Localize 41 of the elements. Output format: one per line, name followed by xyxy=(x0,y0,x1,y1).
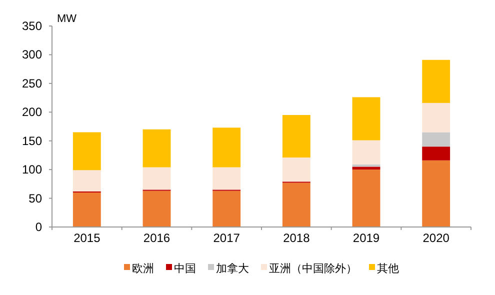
bar xyxy=(422,146,450,160)
bar xyxy=(422,102,450,132)
bar xyxy=(212,190,241,227)
bar xyxy=(72,170,101,192)
bar xyxy=(212,167,241,190)
legend-label: 其他 xyxy=(377,262,399,275)
bar xyxy=(352,166,380,170)
y-axis-title: MW xyxy=(57,13,78,25)
bar xyxy=(72,192,101,227)
x-tick-label: 2019 xyxy=(352,231,380,245)
legend-label: 亚洲（中国除外） xyxy=(269,262,357,275)
y-tick-label: 150 xyxy=(22,134,42,148)
x-tick-label: 2020 xyxy=(422,231,450,245)
bar xyxy=(142,129,171,168)
y-tick-label: 300 xyxy=(22,48,42,62)
y-tick-label: 250 xyxy=(22,76,42,90)
bar xyxy=(282,182,310,227)
legend-label: 欧洲 xyxy=(132,262,154,275)
bar xyxy=(352,97,380,140)
y-tick-label: 50 xyxy=(28,191,42,206)
x-tick-label: 2015 xyxy=(74,231,101,245)
bar xyxy=(72,132,101,170)
bar xyxy=(352,170,380,227)
y-tick-label: 200 xyxy=(22,105,42,120)
bar xyxy=(282,158,310,182)
bar xyxy=(422,160,450,227)
x-tick-label: 2016 xyxy=(143,231,170,245)
bar xyxy=(212,128,241,168)
bar xyxy=(282,115,310,158)
y-tick-label: 100 xyxy=(22,162,42,177)
x-tick-label: 2017 xyxy=(213,231,240,245)
legend-label: 加拿大 xyxy=(216,262,249,275)
x-tick-label: 2018 xyxy=(283,231,310,245)
bar xyxy=(142,167,171,190)
bar xyxy=(422,132,450,147)
bar xyxy=(352,140,380,164)
bar xyxy=(422,60,450,103)
legend-label: 中国 xyxy=(174,262,196,275)
y-tick-label: 350 xyxy=(22,19,42,33)
bar xyxy=(142,190,171,227)
y-tick-label: 0 xyxy=(35,220,42,234)
